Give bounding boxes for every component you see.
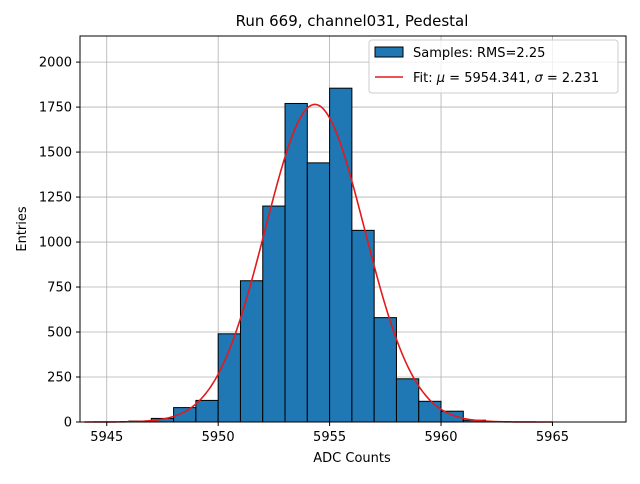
histogram-bar <box>262 205 286 423</box>
legend: Samples: RMS=2.25 Fit: μ = 5954.341, σ =… <box>368 39 619 94</box>
histogram-bar <box>306 162 331 423</box>
y-tick-label: 1500 <box>39 146 72 161</box>
y-tick-label: 250 <box>47 371 72 386</box>
histogram-bar <box>217 333 241 423</box>
legend-fit-label-prefix: Fit: <box>413 71 437 86</box>
y-tick-label: 1250 <box>39 191 72 206</box>
histogram-bar <box>395 378 420 423</box>
y-tick-label: 1000 <box>39 236 72 251</box>
histogram-bar <box>373 317 397 423</box>
histogram-bar <box>284 102 308 423</box>
histogram-bars <box>128 87 487 423</box>
x-axis-label: ADC Counts <box>313 451 391 466</box>
legend-fit-label-sigma-value: = 2.231 <box>543 71 599 86</box>
histogram-bar <box>239 280 264 423</box>
legend-histogram-swatch <box>374 46 404 58</box>
legend-fit-sigma-symbol: σ <box>535 71 544 86</box>
y-tick-label: 2000 <box>39 56 72 71</box>
legend-box <box>368 39 619 94</box>
y-tick-label: 0 <box>64 416 72 431</box>
legend-fit-label-mu-value: = 5954.341, <box>445 71 534 86</box>
chart-title: Run 669, channel031, Pedestal <box>236 12 469 30</box>
x-tick-label: 5955 <box>313 430 346 445</box>
x-tick-label: 5945 <box>90 430 123 445</box>
histogram-bar <box>195 399 219 423</box>
legend-fit-mu-symbol: μ <box>436 71 445 86</box>
histogram-bar <box>440 410 464 423</box>
y-tick-label: 750 <box>47 281 72 296</box>
x-tick-label: 5950 <box>202 430 235 445</box>
x-axis-ticks: 5945 5950 5955 5960 5965 <box>90 422 569 445</box>
fit-curve <box>84 103 553 423</box>
y-axis-label: Entries <box>15 206 30 252</box>
plot-frame <box>79 35 627 423</box>
histogram-bar <box>418 400 442 423</box>
x-tick-label: 5965 <box>536 430 569 445</box>
histogram-bar <box>329 87 353 423</box>
y-tick-label: 1750 <box>39 101 72 116</box>
legend-histogram-label: Samples: RMS=2.25 <box>413 46 545 61</box>
x-tick-label: 5960 <box>424 430 457 445</box>
legend-fit-label: Fit: μ = 5954.341, σ = 2.231 <box>413 71 599 86</box>
y-axis-ticks: 0 250 500 750 1000 1250 1500 1750 2000 <box>39 56 80 431</box>
histogram-bar <box>351 229 375 423</box>
y-tick-label: 500 <box>47 326 72 341</box>
